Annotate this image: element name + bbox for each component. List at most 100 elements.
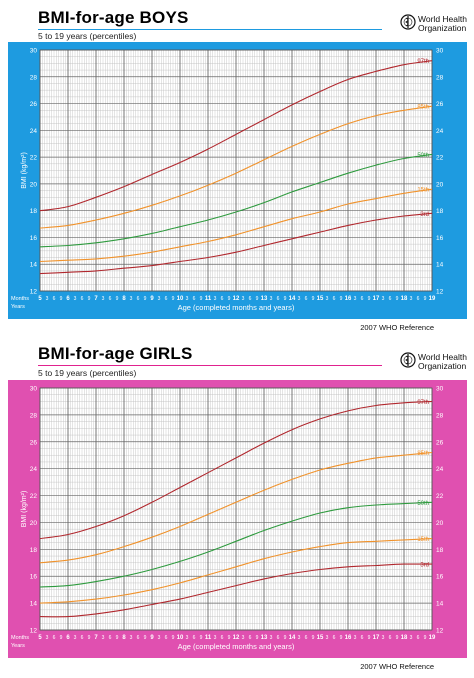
month-tick-label: 9	[368, 635, 371, 641]
x-tick-label: 6	[66, 635, 70, 641]
month-tick-label: 6	[361, 635, 364, 641]
month-tick-label: 9	[424, 296, 427, 302]
month-tick-label: 9	[60, 296, 63, 302]
reference-note: 2007 WHO Reference	[360, 323, 434, 332]
chart-frame: 12 12 14 14 16 16 18 18 20 20 22 22 24 24 26 26 28 28 30 30…	[8, 42, 467, 319]
bmi-chart-girls: 12 12 14 14 16 16 18 18 20 20 22 22 24 24 26 26 28 28 30 30…	[11, 386, 444, 652]
month-tick-label: 3	[326, 635, 329, 641]
reference-note-girls: 2007 WHO Reference	[360, 662, 434, 671]
x-tick-label: 7	[94, 296, 98, 302]
y-tick-label-right: 30	[436, 386, 444, 393]
series-label-50th: 50th	[417, 153, 429, 159]
title-rule	[38, 29, 382, 30]
month-tick-label: 3	[74, 296, 77, 302]
series-line-50th	[39, 153, 433, 248]
y-tick-label-right: 28	[436, 74, 444, 81]
x-tick-label: 17	[373, 296, 380, 302]
y-tick-label-right: 24	[436, 466, 444, 473]
month-tick-label: 3	[410, 296, 413, 302]
y-tick-label-right: 20	[436, 181, 444, 188]
month-tick-label: 6	[221, 296, 224, 302]
x-tick-label: 9	[150, 635, 154, 641]
x-tick-label: 11	[205, 635, 212, 641]
month-tick-label: 9	[368, 296, 371, 302]
series-label-3rd: 3rd	[420, 563, 429, 569]
month-tick-label: 3	[102, 635, 105, 641]
series-label-3rd: 3rd	[420, 212, 429, 218]
y-tick-label-left: 30	[30, 48, 38, 55]
x-tick-label: 16	[345, 635, 352, 641]
month-tick-label: 3	[102, 296, 105, 302]
month-tick-label: 6	[389, 635, 392, 641]
month-tick-label: 6	[193, 635, 196, 641]
month-tick-label: 3	[382, 296, 385, 302]
y-tick-label-left: 28	[30, 412, 38, 419]
y-tick-label-right: 20	[436, 520, 444, 527]
plot-border	[39, 387, 433, 631]
month-tick-label: 3	[242, 635, 245, 641]
month-tick-label: 6	[81, 635, 84, 641]
series-line-97th	[39, 400, 433, 540]
x-tick-label: 18	[401, 296, 408, 302]
y-tick-label-left: 24	[30, 466, 38, 473]
month-tick-label: 3	[74, 635, 77, 641]
y-tick-label-right: 26	[436, 439, 444, 446]
series-label-85th: 85th	[417, 451, 429, 457]
month-tick-label: 3	[298, 635, 301, 641]
x-axis-label: Age (completed months and years)	[178, 303, 295, 312]
month-tick-label: 9	[284, 635, 287, 641]
x-tick-label: 13	[261, 296, 268, 302]
month-tick-label: 6	[137, 296, 140, 302]
x-tick-label: 14	[289, 635, 296, 641]
series-line-15th	[39, 188, 433, 263]
month-tick-label: 9	[396, 296, 399, 302]
y-tick-label-left: 20	[30, 181, 38, 188]
month-tick-label: 9	[340, 635, 343, 641]
month-tick-label: 3	[186, 296, 189, 302]
x-axis-label: Age (completed months and years)	[178, 642, 295, 651]
month-tick-label: 9	[228, 296, 231, 302]
x-tick-label: 5	[38, 296, 42, 302]
title-rule-girls	[38, 365, 382, 366]
month-tick-label: 9	[200, 296, 203, 302]
y-tick-label-right: 12	[436, 289, 444, 296]
month-tick-label: 9	[312, 296, 315, 302]
boys-panel: BMI-for-age BOYS 5 to 19 years (percenti…	[8, 8, 467, 332]
x-tick-label: 17	[373, 635, 380, 641]
month-tick-label: 9	[256, 296, 259, 302]
month-tick-label: 9	[172, 635, 175, 641]
y-tick-label-left: 30	[30, 386, 38, 393]
month-tick-label: 3	[298, 296, 301, 302]
y-tick-label-right: 18	[436, 547, 444, 554]
years-row-label: Years	[11, 643, 25, 649]
month-tick-label: 3	[158, 296, 161, 302]
month-tick-label: 3	[46, 635, 49, 641]
month-tick-label: 6	[53, 635, 56, 641]
month-tick-label: 6	[109, 296, 112, 302]
y-axis-label: BMI (kg/m²)	[21, 152, 28, 189]
month-tick-label: 3	[270, 296, 273, 302]
month-tick-label: 9	[172, 296, 175, 302]
bmi-chart-boys: 12 12 14 14 16 16 18 18 20 20 22 22 24 24 26 26 28 28 30 30…	[11, 48, 444, 313]
who-org-line-1: World Health	[418, 352, 467, 362]
x-tick-label: 19	[429, 296, 436, 302]
x-tick-label: 15	[317, 635, 324, 641]
y-tick-label-left: 22	[30, 493, 38, 500]
month-tick-label: 3	[214, 635, 217, 641]
y-tick-label-left: 18	[30, 208, 38, 215]
x-tick-label: 12	[233, 296, 240, 302]
y-tick-label-left: 24	[30, 128, 38, 135]
y-tick-label-right: 14	[436, 601, 444, 608]
y-tick-label-right: 22	[436, 155, 444, 162]
y-tick-label-right: 12	[436, 628, 444, 635]
series-label-15th: 15th	[417, 188, 429, 194]
y-tick-label-left: 20	[30, 520, 38, 527]
x-tick-label: 5	[38, 635, 42, 641]
y-tick-label-left: 26	[30, 101, 38, 108]
page-title-girls: BMI-for-age GIRLS	[38, 344, 193, 363]
month-tick-label: 3	[186, 635, 189, 641]
series-line-85th	[39, 451, 433, 564]
month-tick-label: 6	[277, 296, 280, 302]
month-tick-label: 3	[158, 635, 161, 641]
month-tick-label: 6	[109, 635, 112, 641]
